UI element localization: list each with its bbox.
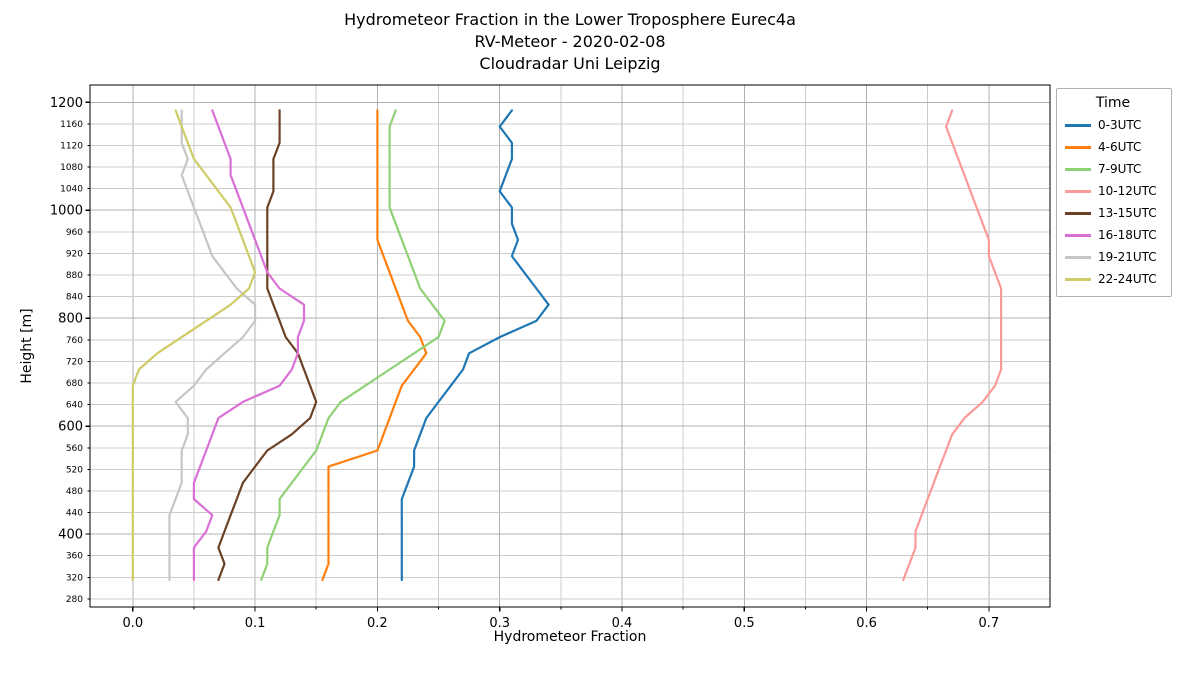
- legend-title: Time: [1095, 95, 1131, 111]
- legend: Time 0-3UTC 4-6UTC 7-9UTC 10-12UTC 13-15UTC 1…: [1056, 88, 1172, 297]
- chart-title-line-3: Cloudradar Uni Leipzig: [479, 54, 661, 73]
- x-axis-label: Hydrometeor Fraction: [493, 629, 647, 645]
- legend-item-16-18UTC: 16-18UTC: [1065, 224, 1161, 246]
- legend-item-22-24UTC: 22-24UTC: [1065, 268, 1161, 290]
- y-tick-label: 680: [66, 379, 83, 389]
- y-axis-label: Height [m]: [19, 308, 35, 384]
- y-tick-label: 440: [66, 509, 83, 519]
- legend-item-4-6UTC: 4-6UTC: [1065, 136, 1161, 158]
- series-line-0-3UTC: [400, 109, 550, 582]
- legend-line-swatch: [1065, 167, 1091, 171]
- legend-label: 22-24UTC: [1098, 272, 1157, 286]
- legend-label: 10-12UTC: [1098, 184, 1157, 198]
- axes-spines: [89, 84, 1051, 608]
- legend-label: 4-6UTC: [1098, 140, 1142, 154]
- y-tick-label: 480: [66, 487, 83, 497]
- y-tick-label: 1160: [60, 120, 83, 130]
- y-tick-label: 920: [66, 249, 83, 259]
- y-tick-label: 640: [66, 401, 83, 411]
- legend-label: 7-9UTC: [1098, 162, 1142, 176]
- series-line-16-18UTC: [192, 109, 306, 582]
- legend-line-swatch: [1065, 145, 1091, 149]
- series-line-13-15UTC: [217, 109, 318, 582]
- legend-line-swatch: [1065, 255, 1091, 259]
- x-tick-label: 0.5: [734, 616, 755, 631]
- y-tick-label: 1000: [50, 204, 83, 219]
- legend-item-13-15UTC: 13-15UTC: [1065, 202, 1161, 224]
- legend-item-7-9UTC: 7-9UTC: [1065, 158, 1161, 180]
- legend-item-10-12UTC: 10-12UTC: [1065, 180, 1161, 202]
- x-tick-label: 0.6: [856, 616, 877, 631]
- legend-line-swatch: [1065, 123, 1091, 127]
- y-tick-label: 760: [66, 336, 83, 346]
- series-line-4-6UTC: [321, 109, 428, 582]
- y-tick-label: 1120: [60, 141, 83, 151]
- y-tick-label: 960: [66, 228, 83, 238]
- chart-title-line-1: Hydrometeor Fraction in the Lower Tropos…: [344, 10, 796, 29]
- legend-label: 0-3UTC: [1098, 118, 1142, 132]
- y-tick-label: 520: [66, 465, 83, 475]
- legend-label: 16-18UTC: [1098, 228, 1157, 242]
- y-tick-label: 880: [66, 271, 83, 281]
- y-tick-label: 1200: [50, 96, 83, 111]
- y-tick-label: 1080: [60, 163, 83, 173]
- series-line-19-21UTC: [168, 109, 257, 582]
- series-line-7-9UTC: [260, 109, 446, 582]
- y-tick-label: 800: [58, 312, 83, 327]
- y-tick-label: 320: [66, 573, 83, 583]
- chart-title: Hydrometeor Fraction in the Lower Tropos…: [90, 9, 1050, 75]
- x-tick-label: 0.2: [367, 616, 388, 631]
- legend-label: 19-21UTC: [1098, 250, 1157, 264]
- y-tick-label: 560: [66, 444, 83, 454]
- legend-item-19-21UTC: 19-21UTC: [1065, 246, 1161, 268]
- y-tick-label: 720: [66, 357, 83, 367]
- y-tick-label: 600: [58, 420, 83, 435]
- legend-line-swatch: [1065, 189, 1091, 193]
- legend-label: 13-15UTC: [1098, 206, 1157, 220]
- legend-item-0-3UTC: 0-3UTC: [1065, 114, 1161, 136]
- x-tick-label: 0.1: [245, 616, 266, 631]
- y-tick-label: 400: [58, 528, 83, 543]
- x-tick-label: 0.3: [489, 616, 510, 631]
- y-tick-label: 280: [66, 595, 83, 605]
- x-tick-label: 0.0: [122, 616, 143, 631]
- series-line-10-12UTC: [902, 109, 1003, 582]
- legend-line-swatch: [1065, 277, 1091, 281]
- y-tick-label: 1040: [60, 185, 83, 195]
- legend-items: 0-3UTC 4-6UTC 7-9UTC 10-12UTC 13-15UTC 16-18U…: [1065, 114, 1161, 290]
- x-tick-label: 0.7: [979, 616, 1000, 631]
- y-tick-label: 360: [66, 552, 83, 562]
- y-tick-label: 840: [66, 293, 83, 303]
- legend-line-swatch: [1065, 233, 1091, 237]
- legend-line-swatch: [1065, 211, 1091, 215]
- x-tick-label: 0.4: [612, 616, 633, 631]
- series-line-22-24UTC: [131, 109, 257, 582]
- chart-title-line-2: RV-Meteor - 2020-02-08: [474, 32, 666, 51]
